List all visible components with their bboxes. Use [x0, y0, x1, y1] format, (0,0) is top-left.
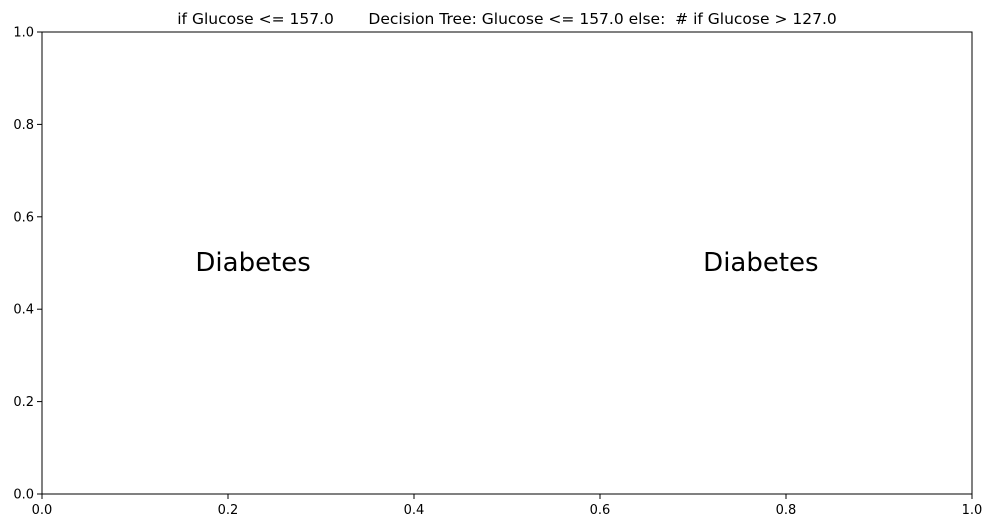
y-tick-label: 0.0 [13, 488, 34, 503]
x-tick-label: 0.2 [218, 503, 239, 518]
x-tick-label: 1.0 [962, 503, 983, 518]
annotations: Diabetes Diabetes [195, 248, 818, 278]
annotation-label: Diabetes [195, 248, 310, 278]
plot-frame [41, 31, 973, 495]
annotation-label: Diabetes [703, 248, 818, 278]
y-tick-label: 0.8 [13, 118, 34, 133]
y-axis-ticks: 0.0 0.2 0.4 0.6 0.8 1.0 [13, 26, 42, 503]
chart-title: if Glucose <= 157.0 Decision Tree: Gluco… [177, 10, 837, 28]
x-axis-ticks: 0.0 0.2 0.4 0.6 0.8 1.0 [32, 494, 983, 518]
x-tick-label: 0.0 [32, 503, 53, 518]
y-tick-label: 0.2 [13, 395, 34, 410]
x-tick-label: 0.6 [590, 503, 611, 518]
x-tick-label: 0.4 [404, 503, 425, 518]
y-tick-label: 1.0 [13, 26, 34, 41]
x-tick-label: 0.8 [776, 503, 797, 518]
y-tick-label: 0.4 [13, 303, 34, 318]
y-tick-label: 0.6 [13, 210, 34, 225]
